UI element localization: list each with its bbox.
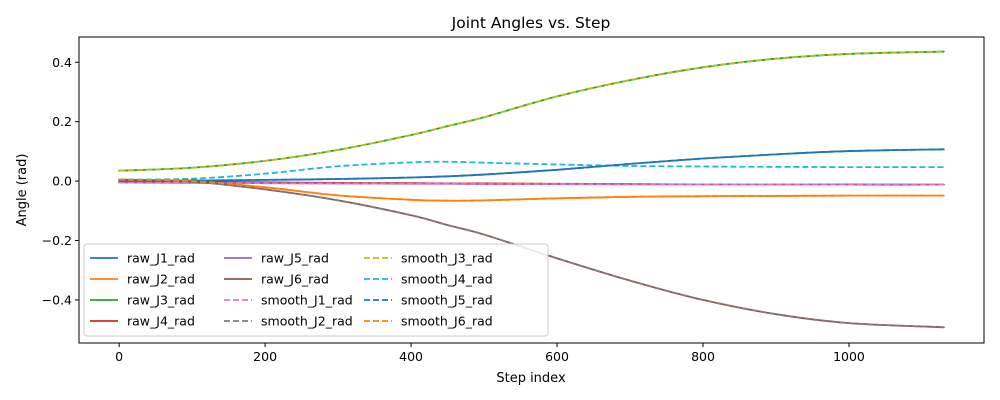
series-line-smooth-j3-rad	[119, 50, 944, 172]
legend-label: smooth_J5_rad	[401, 293, 493, 308]
legend-label: smooth_J4_rad	[401, 272, 493, 287]
series-line-smooth-j2-rad	[119, 178, 944, 329]
series-line-smooth-j1-rad	[119, 181, 944, 186]
y-axis-ticks: −0.4 −0.2 0.0 0.2 0.4	[42, 55, 79, 307]
legend-box	[83, 243, 549, 337]
x-tick-label: 400	[399, 349, 423, 364]
x-tick-label: 1000	[833, 349, 865, 364]
plot-frame	[78, 36, 985, 344]
series-line-smooth-j6-rad	[119, 178, 944, 202]
x-tick-label: 800	[691, 349, 715, 364]
x-axis-label: Step index	[496, 371, 566, 386]
x-tick-label: 0	[115, 349, 123, 364]
y-tick-label: 0.0	[52, 174, 72, 189]
chart-title: Joint Angles vs. Step	[451, 14, 611, 32]
y-axis-label: Angle (rad)	[15, 154, 30, 227]
legend-label: smooth_J1_rad	[261, 293, 353, 308]
x-tick-label: 600	[545, 349, 569, 364]
legend-label: raw_J4_rad	[127, 314, 195, 329]
series-line-smooth-j5-rad	[119, 148, 944, 182]
legend-label: raw_J1_rad	[127, 251, 195, 266]
y-tick-label: 0.4	[52, 55, 72, 70]
series-line-raw-j1-rad	[118, 148, 945, 182]
series-line-smooth-j4-rad	[119, 160, 944, 181]
legend-label: raw_J6_rad	[261, 272, 329, 287]
legend-label: raw_J5_rad	[261, 251, 329, 266]
legend-label: raw_J2_rad	[127, 272, 195, 287]
legend-label: smooth_J6_rad	[401, 314, 493, 329]
y-tick-label: −0.4	[42, 292, 72, 307]
legend: raw_J1_rad raw_J2_rad raw_J3_rad raw_J4_rad…	[83, 243, 549, 337]
y-tick-label: 0.2	[52, 114, 72, 129]
y-tick-label: −0.2	[42, 233, 72, 248]
x-axis-ticks: 0 200 400 600 800 1000	[115, 343, 865, 364]
legend-label: raw_J3_rad	[127, 293, 195, 308]
legend-label: smooth_J2_rad	[261, 314, 353, 329]
legend-label: smooth_J3_rad	[401, 251, 493, 266]
x-tick-label: 200	[253, 349, 277, 364]
series-layer	[118, 50, 945, 329]
